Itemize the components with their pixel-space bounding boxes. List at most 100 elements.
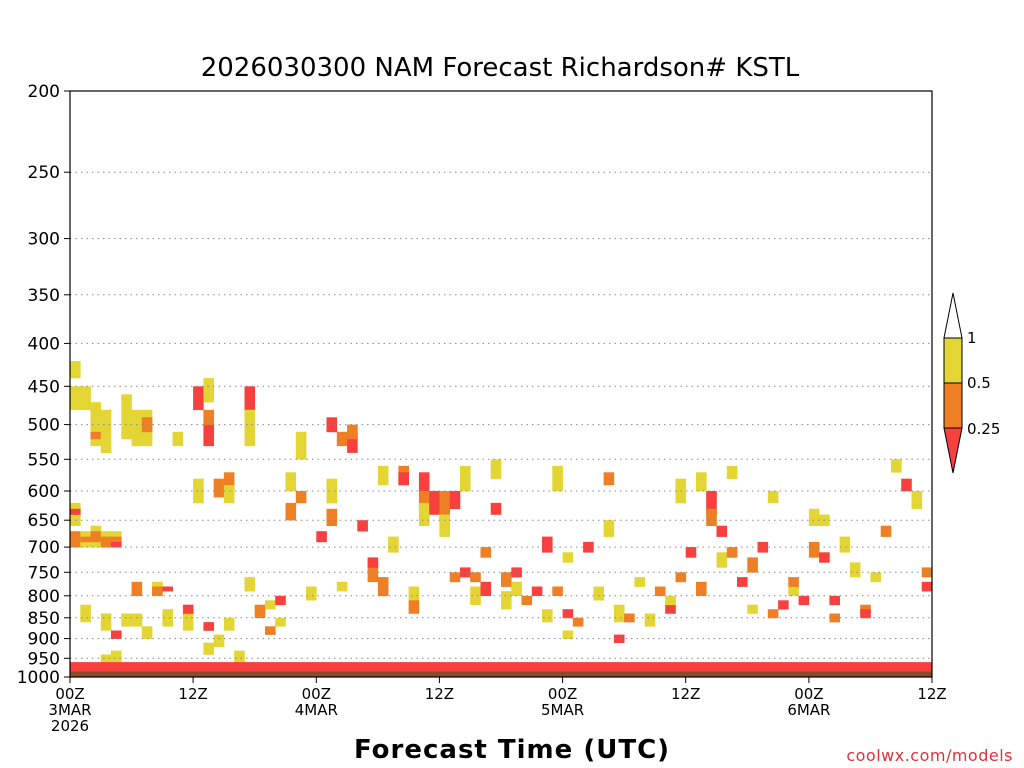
y-tick-label: 200 — [28, 82, 60, 102]
colorbar-label: 0.25 — [967, 420, 1000, 438]
heatmap-cell — [223, 617, 235, 631]
heatmap-cell — [244, 386, 256, 411]
heatmap-cell — [429, 491, 440, 515]
heatmap-cell — [552, 586, 563, 596]
heatmap-cell — [70, 361, 81, 379]
x-tick-label: 12Z — [917, 685, 946, 703]
heatmap-cell — [275, 595, 286, 606]
heatmap-cell — [542, 536, 553, 553]
heatmap-cell — [131, 613, 143, 627]
heatmap-cell — [131, 581, 143, 596]
heatmap-cell — [244, 409, 256, 447]
heatmap-cell — [552, 465, 563, 492]
heatmap-cell — [100, 409, 112, 453]
heatmap-cell — [644, 613, 656, 627]
x-tick-label: 12Z — [671, 685, 700, 703]
heatmap-cell — [706, 491, 717, 515]
heatmap-cell — [767, 491, 779, 504]
heatmap-cell — [418, 472, 430, 492]
heatmap-cell — [326, 417, 338, 433]
heatmap-cell — [901, 478, 912, 492]
x-axis-label: Forecast Time (UTC) — [354, 735, 670, 765]
heatmap-cell — [295, 491, 307, 504]
heatmap-cell — [121, 613, 132, 627]
heatmap-cell — [80, 386, 91, 411]
heatmap-cell — [747, 604, 758, 614]
heatmap-cell — [203, 409, 214, 425]
heatmap-cell — [788, 586, 799, 596]
heatmap-cell — [111, 650, 122, 667]
heatmap-cell — [203, 424, 214, 447]
heatmap-cell — [295, 431, 307, 460]
heatmap-cell — [90, 431, 102, 440]
heatmap-cell — [254, 604, 266, 619]
heatmap-cell — [849, 562, 861, 578]
heatmap-cell — [808, 508, 820, 526]
heatmap-cell — [490, 459, 502, 479]
heatmap-cell — [80, 536, 91, 543]
x-tick-label: 4MAR — [295, 701, 338, 719]
boundary-layer-band — [70, 662, 932, 672]
heatmap-cell — [418, 491, 430, 510]
x-tick-label: 3MAR — [48, 701, 91, 719]
heatmap-cell — [213, 634, 225, 647]
heatmap-cell — [562, 609, 574, 619]
x-tick-label: 00Z — [794, 685, 823, 703]
heatmap-cell — [808, 541, 820, 558]
heatmap-cell — [326, 508, 338, 526]
heatmap-cell — [665, 595, 676, 606]
heatmap-cell — [531, 586, 543, 596]
heatmap-cell — [213, 478, 225, 498]
heatmap-cell — [377, 465, 389, 486]
heatmap-cell — [654, 586, 666, 596]
x-tick-label: 00Z — [302, 685, 331, 703]
heatmap-cells — [70, 361, 933, 667]
x-tick-label: 12Z — [178, 685, 207, 703]
heatmap-cell — [203, 622, 214, 631]
heatmap-cell — [891, 459, 902, 473]
heatmap-cell — [521, 595, 533, 606]
heatmap-cell — [675, 572, 687, 583]
heatmap-cell — [439, 491, 450, 521]
heatmap-cell — [921, 581, 933, 592]
heatmap-cell — [162, 609, 173, 627]
heatmap-cell — [306, 586, 317, 601]
heatmap-cell — [449, 572, 461, 583]
heatmap-cell — [819, 552, 830, 563]
heatmap-cell — [193, 478, 204, 504]
heatmap-cell — [172, 431, 184, 447]
y-tick-label: 250 — [28, 163, 60, 183]
heatmap-cell — [562, 552, 574, 563]
heatmap-cell — [665, 604, 676, 614]
heatmap-cell — [357, 520, 368, 532]
heatmap-cell — [562, 630, 574, 639]
x-tick-label: 6MAR — [787, 701, 830, 719]
y-tick-label: 700 — [28, 538, 60, 558]
heatmap-cell — [829, 595, 840, 606]
heatmap-cell — [152, 586, 163, 596]
y-axis-ticks: 200 250 300 350 400 450 500 550 600 650 700 750 8008… — [17, 82, 70, 688]
colorbar-segment — [943, 382, 963, 429]
heatmap-cell — [336, 581, 348, 592]
heatmap-cell — [716, 552, 728, 568]
y-tick-label: 950 — [28, 649, 60, 669]
heatmap-cell — [182, 613, 194, 631]
colorbar-label: 0.5 — [967, 374, 991, 392]
heatmap-cell — [480, 581, 492, 596]
heatmap-cell — [880, 525, 892, 537]
colorbar-bottom-triangle — [943, 427, 963, 474]
heatmap-cell — [726, 547, 738, 558]
x-tick-label: 12Z — [425, 685, 454, 703]
heatmap-cell — [490, 502, 502, 515]
heatmap-cell — [182, 604, 194, 614]
heatmap-cell — [316, 531, 327, 543]
heatmap-cell — [501, 591, 512, 610]
heatmap-cell — [542, 609, 553, 623]
credit-text: coolwx.com/models — [846, 746, 1013, 765]
colorbar-label: 1 — [967, 329, 977, 347]
x-tick-label: 5MAR — [541, 701, 584, 719]
surface-ground-layer — [70, 662, 932, 677]
y-tick-label: 350 — [28, 286, 60, 306]
heatmap-cell — [572, 617, 584, 627]
plot-frame — [69, 90, 933, 678]
